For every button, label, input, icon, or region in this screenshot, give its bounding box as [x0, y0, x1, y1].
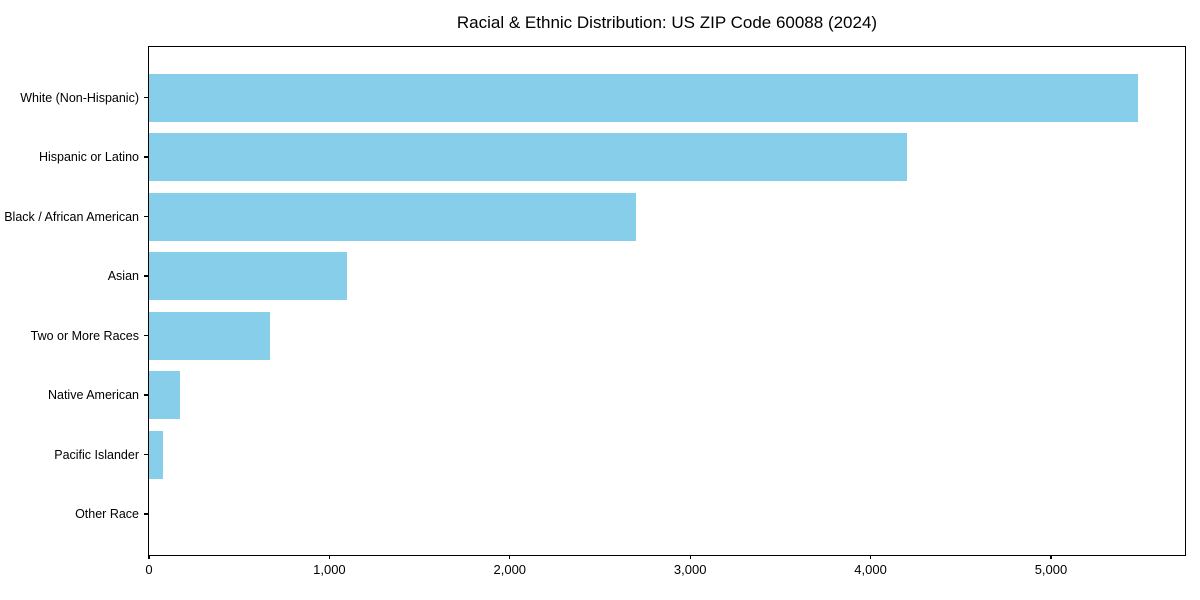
- x-tick-label: 0: [145, 562, 153, 577]
- x-tick-label: 1,000: [313, 562, 346, 577]
- y-tick-label: Asian: [107, 269, 139, 283]
- y-tick-mark: [144, 156, 149, 158]
- x-tick-label: 5,000: [1034, 562, 1068, 577]
- x-tick-mark: [1050, 555, 1052, 559]
- y-tick-label: Two or More Races: [30, 328, 139, 343]
- bar: [149, 371, 180, 419]
- y-tick-label: Black / African American: [4, 209, 139, 224]
- x-tick-mark: [869, 555, 872, 559]
- bar: [149, 430, 163, 479]
- y-tick-mark: [144, 394, 149, 396]
- y-tick-label: Other Race: [75, 507, 139, 521]
- y-tick-mark: [144, 334, 149, 337]
- bar: [149, 311, 270, 360]
- y-tick-label: Pacific Islander: [54, 447, 139, 462]
- x-tick-mark: [148, 555, 150, 559]
- y-tick-mark: [144, 96, 149, 99]
- x-tick-label: 4,000: [854, 562, 887, 577]
- x-tick-mark: [328, 555, 330, 559]
- y-tick-mark: [144, 453, 149, 456]
- x-tick-label: 2,000: [493, 562, 527, 577]
- y-tick-mark: [144, 275, 149, 277]
- y-tick-mark: [144, 513, 149, 515]
- y-tick-label: White (Non-Hispanic): [20, 90, 139, 105]
- y-tick-label: Hispanic or Latino: [38, 150, 139, 164]
- x-tick-mark: [689, 555, 691, 559]
- bar: [149, 133, 907, 181]
- x-tick-label: 3,000: [673, 562, 707, 577]
- chart-title: Racial & Ethnic Distribution: US ZIP Cod…: [456, 13, 878, 32]
- bar: [149, 192, 637, 241]
- x-tick-mark: [509, 555, 511, 559]
- bar: [149, 252, 348, 300]
- y-tick-label: Native American: [47, 388, 139, 402]
- y-tick-mark: [144, 215, 149, 218]
- bar: [149, 73, 1138, 122]
- plot-area: White (Non-Hispanic) Hispanic or Latino Bl…: [4, 46, 1186, 577]
